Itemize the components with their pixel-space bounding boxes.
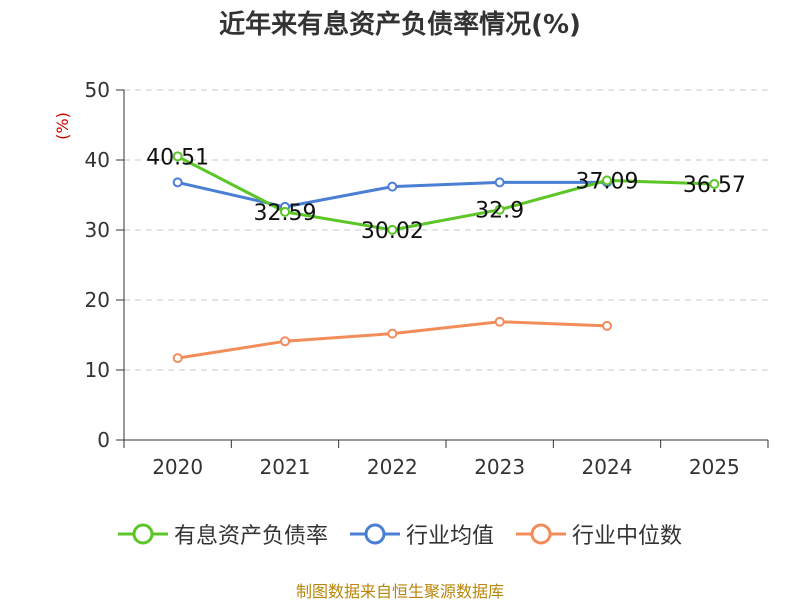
legend-item-series-3[interactable]: 行业中位数 <box>516 518 682 550</box>
y-tick-label: 20 <box>85 288 110 312</box>
legend-item-series-1[interactable]: 有息资产负债率 <box>117 518 328 550</box>
data-labels: 40.51 32.59 30.02 32.9 37.09 36.57 <box>146 145 746 243</box>
data-point <box>387 328 398 339</box>
legend-label: 行业均值 <box>405 524 494 549</box>
legend-line-marker-icon <box>349 523 400 545</box>
grid-lines <box>124 89 768 371</box>
source-note: 制图数据来自恒生聚源数据库 <box>295 582 504 601</box>
data-label: 40.51 <box>146 145 209 170</box>
chart-title: 近年来有息资产负债率情况(%) <box>219 10 581 40</box>
y-tick-label: 30 <box>85 218 110 242</box>
legend-label: 有息资产负债率 <box>173 524 328 549</box>
data-point <box>709 179 720 190</box>
data-point <box>494 204 505 215</box>
axes: 0 10 20 30 40 50 2020 2021 2022 2023 2024 2025 <box>85 78 769 479</box>
y-tick-label: 10 <box>85 358 110 382</box>
legend-label: 行业中位数 <box>572 524 683 549</box>
x-tick-label: 2023 <box>474 455 525 479</box>
data-label: 32.59 <box>254 201 317 226</box>
data-label: 37.09 <box>576 169 639 194</box>
series-lines <box>172 151 720 364</box>
x-tick-label: 2024 <box>582 455 633 479</box>
data-point <box>172 353 183 364</box>
data-label: 36.57 <box>683 173 746 198</box>
x-tick-label: 2020 <box>152 455 203 479</box>
y-tick-label: 50 <box>85 78 110 102</box>
series-line-3 <box>177 320 608 360</box>
y-axis-unit-label: (%) <box>53 112 72 140</box>
data-point <box>494 316 505 327</box>
legend-line-marker-icon <box>516 523 566 545</box>
legend-item-series-2[interactable]: 行业均值 <box>349 518 494 550</box>
x-tick-label: 2022 <box>367 455 418 479</box>
x-tick-label: 2021 <box>260 455 311 479</box>
series-line-1 <box>176 155 715 232</box>
data-point <box>602 320 612 331</box>
data-point <box>172 177 183 188</box>
y-tick-label: 0 <box>97 428 110 452</box>
data-point <box>494 177 505 188</box>
y-tick-label: 40 <box>85 148 110 172</box>
data-point <box>280 206 290 217</box>
data-point <box>172 151 183 162</box>
legend-line-marker-icon <box>117 523 168 545</box>
data-point <box>387 224 398 235</box>
data-point <box>387 181 398 192</box>
data-point <box>280 336 290 347</box>
legend: 有息资产负债率 行业均值 行业中位数 <box>0 518 800 550</box>
data-point <box>602 175 612 186</box>
x-tick-label: 2025 <box>689 455 740 479</box>
data-label: 32.9 <box>475 199 524 224</box>
data-label: 30.02 <box>361 219 424 244</box>
